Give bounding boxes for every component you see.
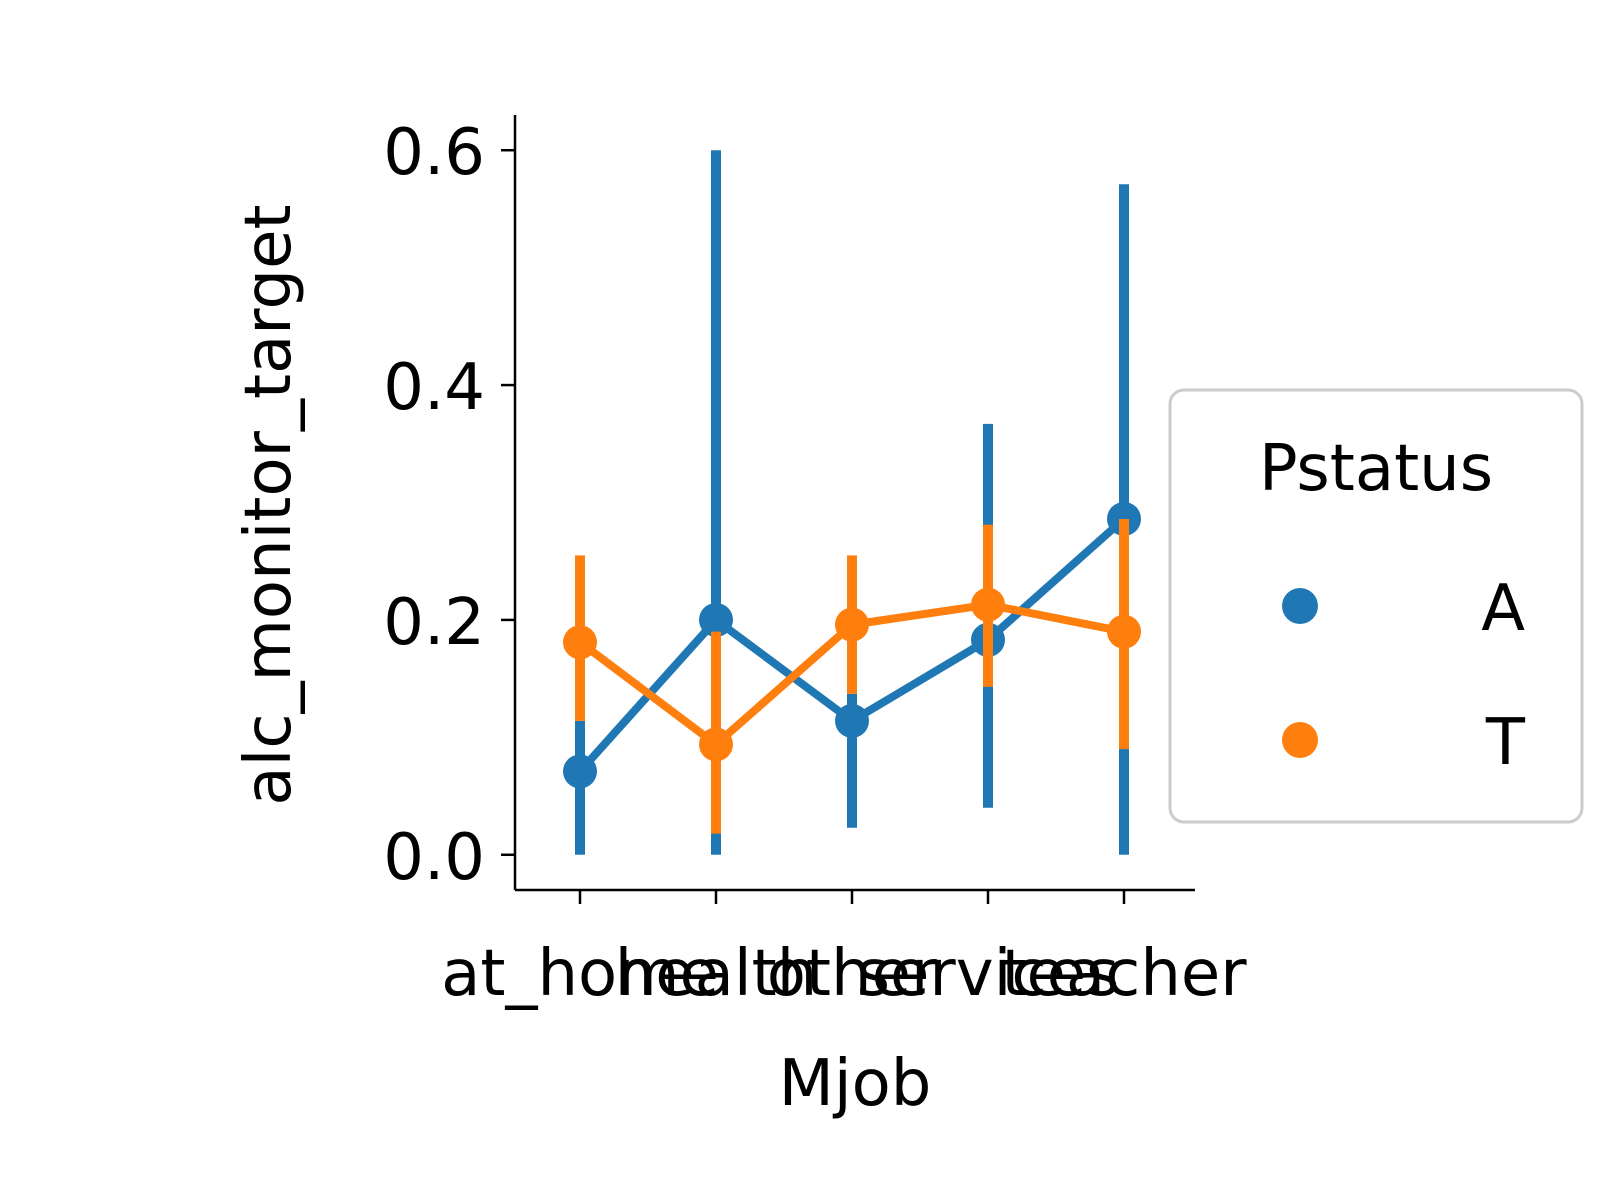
point-A: [699, 602, 733, 637]
y-tick-label: 0.4: [383, 351, 485, 425]
x-tick-label: health: [615, 937, 818, 1011]
plot-area: [563, 150, 1141, 855]
point-A: [835, 703, 869, 738]
legend-entries: AT: [1282, 572, 1526, 780]
point-T: [971, 587, 1005, 622]
point-T: [699, 727, 733, 762]
x-tick-label: other: [767, 937, 938, 1011]
x-axis-label: Mjob: [779, 1047, 932, 1121]
x-tick-label: services: [857, 937, 1120, 1011]
legend: Pstatus AT: [1168, 388, 1584, 824]
y-axis-label: alc_monitor_target: [232, 204, 306, 805]
y-tick-label: 0.2: [383, 586, 485, 660]
legend-label-T: T: [1485, 706, 1526, 780]
point-T: [835, 607, 869, 642]
legend-title: Pstatus: [1259, 432, 1493, 506]
point-T: [563, 625, 597, 660]
y-tick-label: 0.6: [383, 116, 485, 190]
y-tick-label: 0.0: [383, 821, 485, 895]
legend-marker-A: [1282, 588, 1318, 624]
x-tick-label: at_home: [441, 937, 719, 1011]
point-T: [1107, 614, 1141, 649]
x-tick-label: teacher: [1001, 937, 1247, 1011]
axes: 0.0 0.2 0.4 0.6 at_homehealthotherserviceste…: [383, 115, 1247, 1011]
legend-marker-T: [1282, 722, 1318, 758]
point-A: [563, 754, 597, 789]
legend-frame: [1168, 388, 1584, 824]
legend-label-A: A: [1481, 572, 1525, 646]
